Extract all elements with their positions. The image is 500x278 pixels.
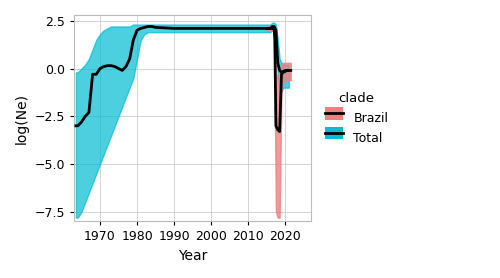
X-axis label: Year: Year (178, 249, 208, 263)
Y-axis label: log(Ne): log(Ne) (15, 93, 29, 144)
Legend: Brazil, Total: Brazil, Total (320, 87, 394, 150)
